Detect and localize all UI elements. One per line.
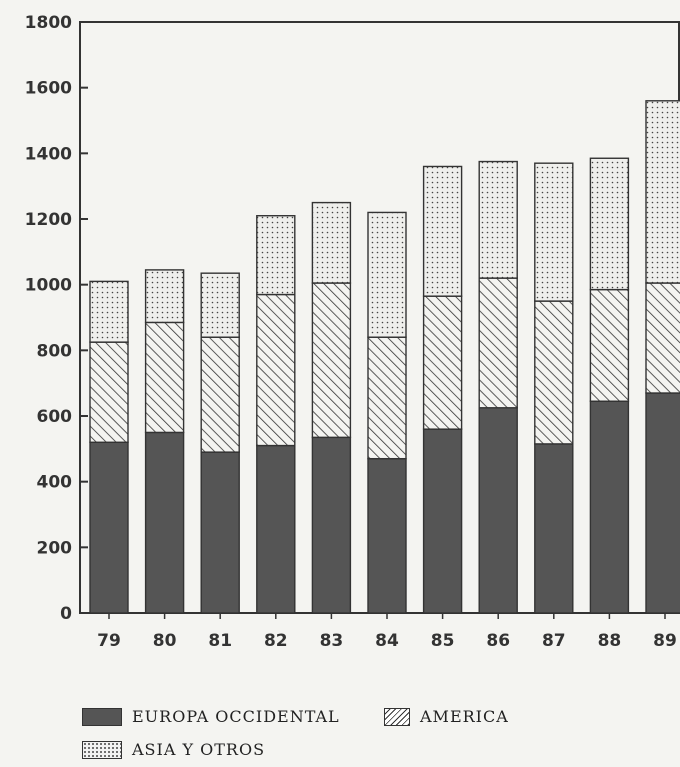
bar-segment-asia: [478, 160, 518, 279]
legend-item-asia: ASIA Y OTROS: [82, 740, 265, 759]
bar-segment-america: [478, 277, 518, 409]
legend-item-america: AMERICA: [384, 707, 509, 726]
bar-segment-asia: [422, 165, 463, 297]
y-tick-label: 1200: [25, 210, 72, 230]
x-tick-label: 82: [264, 631, 288, 651]
y-tick-label: 600: [37, 407, 73, 427]
bar-segment-asia: [589, 157, 630, 291]
bar-segment-europa: [367, 457, 407, 614]
y-tick-label: 400: [37, 473, 73, 493]
x-tick-label: 83: [320, 631, 344, 651]
bar-segment-europa: [645, 392, 680, 614]
bar-segment-asia: [256, 215, 296, 296]
bar-segment-europa: [89, 441, 129, 614]
legend-item-europa: EUROPA OCCIDENTAL: [82, 707, 340, 726]
y-tick-label: 200: [37, 538, 73, 558]
x-tick-label: 87: [542, 631, 566, 651]
bar-segment-america: [534, 300, 574, 445]
bar-segment-asia: [144, 269, 185, 324]
bar-segment-america: [256, 293, 296, 447]
y-tick-label: 800: [37, 341, 73, 361]
y-tick-label: 0: [60, 604, 72, 624]
y-tick-label: 1400: [25, 144, 72, 164]
bar-segment-europa: [534, 443, 574, 614]
bar-segment-europa: [311, 436, 352, 614]
x-tick-label: 85: [431, 631, 455, 651]
x-tick-label: 79: [97, 631, 121, 651]
x-tick-label: 88: [598, 631, 622, 651]
legend-label-europa: EUROPA OCCIDENTAL: [132, 707, 340, 726]
x-tick-label: 81: [208, 631, 232, 651]
bar-segment-america: [422, 295, 463, 430]
bar-segment-america: [144, 321, 185, 434]
legend-label-america: AMERICA: [420, 707, 509, 726]
bar-segment-asia: [645, 100, 680, 284]
bar-segment-asia: [311, 201, 352, 284]
y-tick-label: 1600: [25, 79, 72, 99]
bar-segment-europa: [256, 444, 296, 614]
bar-segment-europa: [478, 407, 518, 614]
legend-swatch-america: [384, 707, 410, 726]
stacked-bar-chart: 0 200 400 600 800 1000 1200 1400 1600 1800 79 80 81 8…: [25, 13, 680, 651]
legend-label-asia: ASIA Y OTROS: [132, 740, 266, 759]
bar-segment-asia: [200, 272, 240, 338]
bar-segment-america: [311, 282, 352, 439]
bar-segment-america: [367, 336, 407, 460]
bar-segment-europa: [200, 451, 240, 614]
bar-segment-america: [589, 288, 630, 402]
bar-segment-america: [89, 341, 129, 443]
plot-area: 0 200 400 600 800 1000 1200 1400 1600 1800 79 80 81 8…: [25, 13, 680, 651]
legend-swatch-europa: [82, 707, 122, 726]
legend-swatch-asia: [82, 740, 122, 759]
x-tick-label: 86: [486, 631, 510, 651]
y-tick-label: 1800: [25, 13, 72, 33]
bar-segment-europa: [144, 431, 185, 614]
x-tick-label: 89: [653, 631, 677, 651]
bar-segment-europa: [422, 428, 463, 614]
bar-segment-america: [645, 282, 680, 394]
bar-segment-asia: [89, 280, 129, 343]
bar-segment-asia: [367, 211, 407, 338]
y-tick-label: 1000: [25, 276, 72, 296]
bar-segment-america: [200, 336, 240, 453]
x-tick-label: 80: [153, 631, 177, 651]
x-tick-label: 84: [375, 631, 399, 651]
bar-segment-asia: [534, 162, 574, 302]
bar-segment-europa: [589, 400, 630, 614]
